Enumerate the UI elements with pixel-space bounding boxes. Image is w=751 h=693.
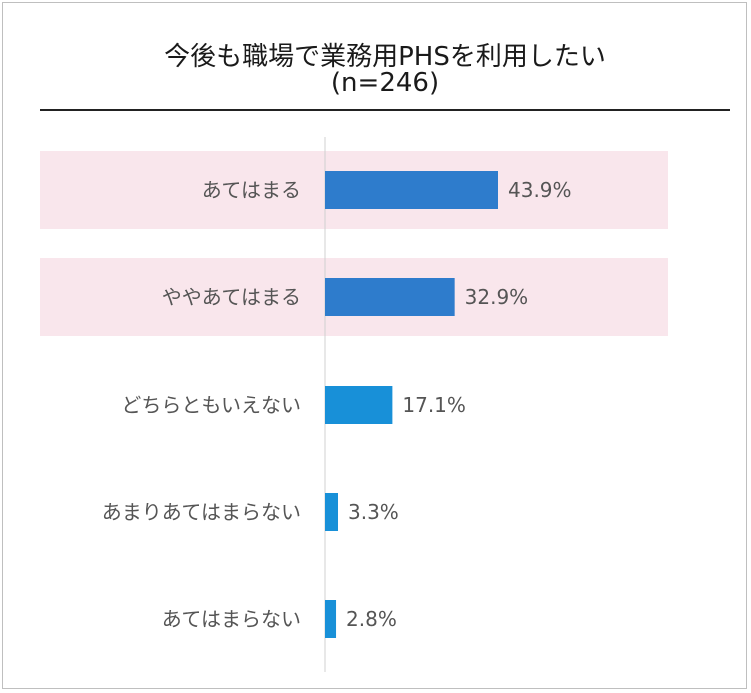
title-underline	[40, 109, 730, 111]
bar	[325, 493, 339, 531]
data-label: 32.9%	[465, 285, 529, 309]
bar	[325, 386, 393, 424]
category-label: ややあてはまる	[162, 285, 301, 309]
chart-subtitle: (n=246)	[330, 68, 440, 98]
data-label: 3.3%	[348, 500, 399, 524]
bar	[325, 171, 498, 209]
category-label: あまりあてはまらない	[102, 500, 301, 524]
category-label: あてはまらない	[162, 607, 301, 631]
data-label: 2.8%	[346, 607, 397, 631]
data-label: 43.9%	[508, 178, 572, 202]
chart-title: 今後も職場で業務用PHSを利用したい	[164, 42, 606, 72]
data-label: 17.1%	[402, 393, 466, 417]
bar	[325, 600, 337, 638]
bar	[325, 278, 455, 316]
category-label: どちらともいえない	[121, 393, 301, 417]
category-label: あてはまる	[202, 178, 301, 202]
